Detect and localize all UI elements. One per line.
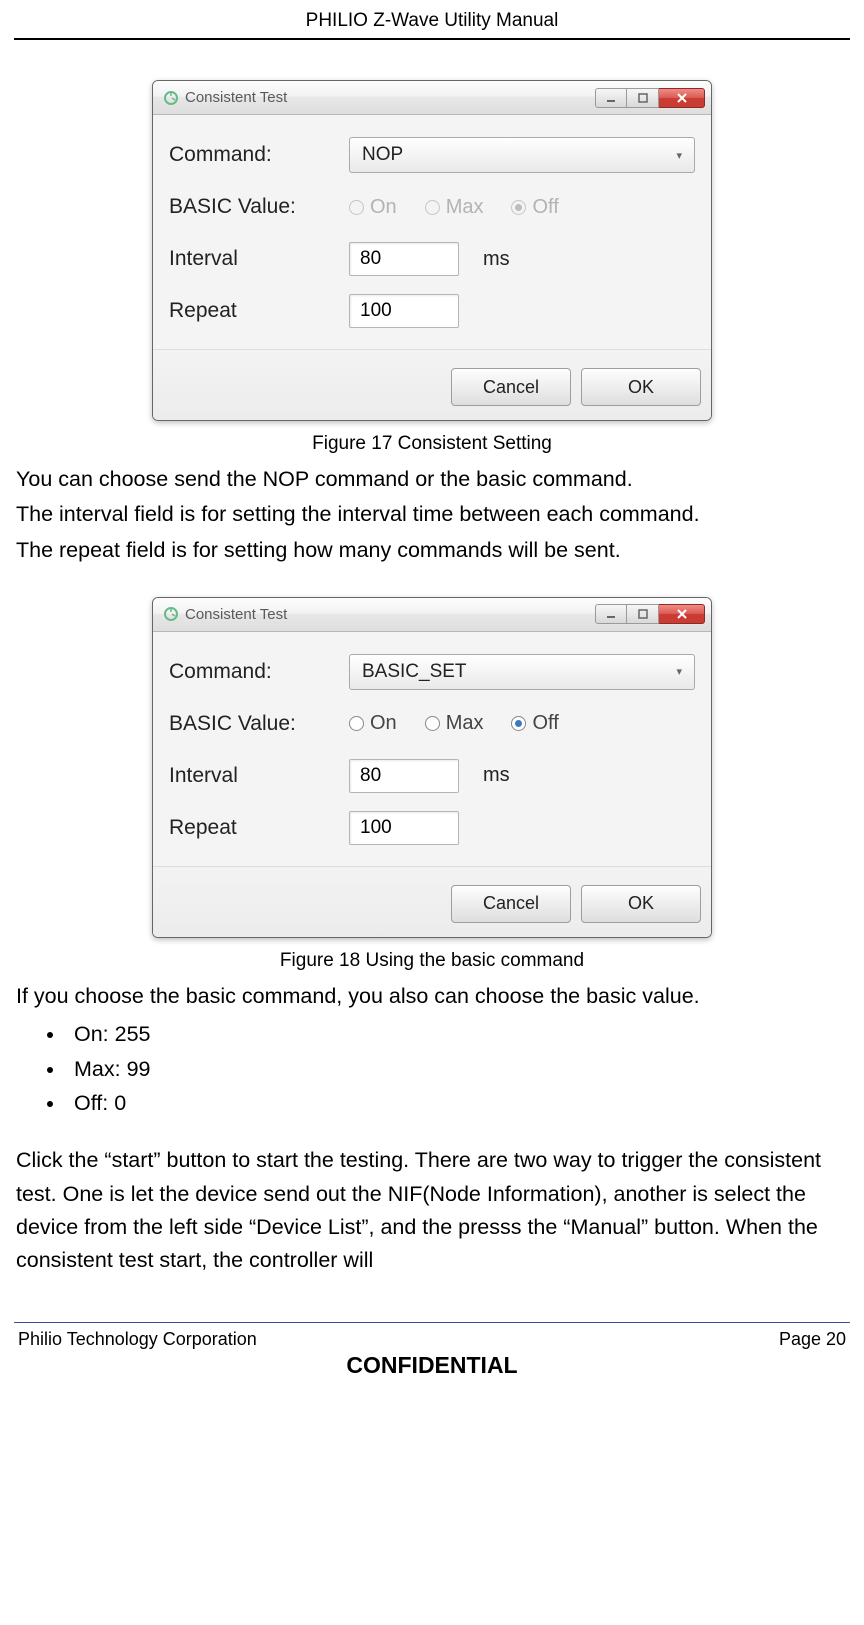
basic-value-label: BASIC Value: — [169, 195, 349, 219]
interval-unit: ms — [483, 248, 510, 271]
radio-on[interactable]: On — [349, 196, 397, 219]
interval-label: Interval — [169, 247, 349, 271]
window-buttons — [595, 604, 705, 624]
command-select[interactable]: NOP ▾ — [349, 137, 695, 173]
figure-18-caption: Figure 18 Using the basic command — [14, 950, 850, 972]
list-item: Off: 0 — [66, 1086, 850, 1120]
repeat-input[interactable] — [349, 294, 459, 328]
paragraph-1: You can choose send the NOP command or t… — [16, 463, 848, 496]
dialog-title: Consistent Test — [185, 606, 287, 623]
dialog-title: Consistent Test — [185, 89, 287, 106]
minimize-button[interactable] — [595, 604, 627, 624]
header-rule — [14, 38, 850, 40]
basic-value-label: BASIC Value: — [169, 712, 349, 736]
basic-value-radios: On Max Off — [349, 196, 695, 219]
command-select[interactable]: BASIC_SET ▾ — [349, 654, 695, 690]
interval-label: Interval — [169, 764, 349, 788]
app-icon — [163, 90, 179, 106]
repeat-label: Repeat — [169, 816, 349, 840]
basic-value-list: On: 255 Max: 99 Off: 0 — [66, 1017, 850, 1120]
footer-confidential: CONFIDENTIAL — [14, 1352, 850, 1379]
paragraph-2: The interval field is for setting the in… — [16, 498, 848, 531]
minimize-button[interactable] — [595, 88, 627, 108]
footer-page: Page 20 — [779, 1329, 846, 1350]
command-label: Command: — [169, 143, 349, 167]
repeat-label: Repeat — [169, 299, 349, 323]
command-label: Command: — [169, 660, 349, 684]
ok-button[interactable]: OK — [581, 885, 701, 923]
radio-off[interactable]: Off — [511, 196, 558, 219]
interval-input[interactable] — [349, 759, 459, 793]
command-select-value: BASIC_SET — [362, 661, 467, 683]
titlebar: Consistent Test — [153, 81, 711, 115]
list-item: On: 255 — [66, 1017, 850, 1051]
paragraph-5: Click the “start” button to start the te… — [16, 1144, 848, 1277]
maximize-button[interactable] — [627, 604, 659, 624]
consistent-test-dialog-1: Consistent Test Command: NOP ▾ BA — [152, 80, 712, 421]
window-buttons — [595, 88, 705, 108]
consistent-test-dialog-2: Consistent Test Command: BASIC_SET ▾ — [152, 597, 712, 938]
chevron-down-icon: ▾ — [676, 665, 682, 678]
footer-company: Philio Technology Corporation — [18, 1329, 257, 1350]
figure-17-caption: Figure 17 Consistent Setting — [14, 433, 850, 455]
cancel-button[interactable]: Cancel — [451, 368, 571, 406]
paragraph-3: The repeat field is for setting how many… — [16, 534, 848, 567]
app-icon — [163, 606, 179, 622]
cancel-button[interactable]: Cancel — [451, 885, 571, 923]
basic-value-radios: On Max Off — [349, 712, 695, 735]
maximize-button[interactable] — [627, 88, 659, 108]
interval-unit: ms — [483, 764, 510, 787]
radio-on[interactable]: On — [349, 712, 397, 735]
command-select-value: NOP — [362, 144, 403, 166]
radio-max[interactable]: Max — [425, 196, 484, 219]
radio-off[interactable]: Off — [511, 712, 558, 735]
list-item: Max: 99 — [66, 1052, 850, 1086]
chevron-down-icon: ▾ — [676, 149, 682, 162]
titlebar: Consistent Test — [153, 598, 711, 632]
repeat-input[interactable] — [349, 811, 459, 845]
close-button[interactable] — [659, 88, 705, 108]
close-button[interactable] — [659, 604, 705, 624]
interval-input[interactable] — [349, 242, 459, 276]
radio-max[interactable]: Max — [425, 712, 484, 735]
page-header-title: PHILIO Z-Wave Utility Manual — [14, 10, 850, 38]
paragraph-4: If you choose the basic command, you als… — [16, 980, 848, 1013]
ok-button[interactable]: OK — [581, 368, 701, 406]
